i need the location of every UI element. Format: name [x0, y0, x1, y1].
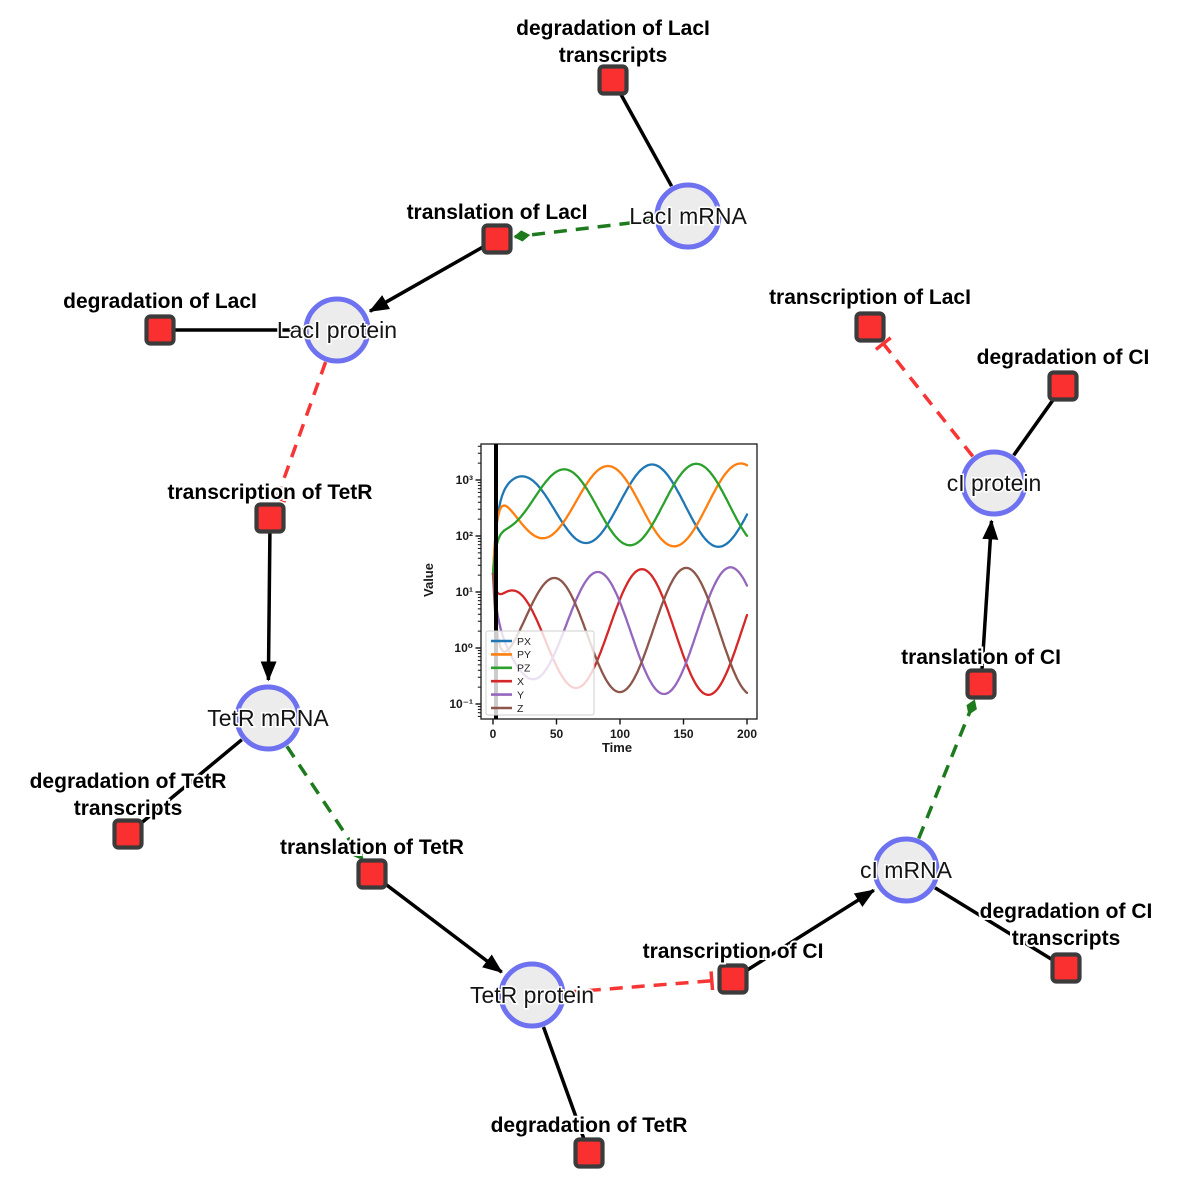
legend-label-PZ: PZ	[517, 663, 531, 675]
edge-modifier-tetr-mrna-to-translation-of-tetr	[285, 745, 364, 861]
reaction-node-translation-of-tetr[interactable]	[356, 858, 388, 890]
legend-label-PX: PX	[517, 636, 531, 648]
reaction-node-degradation-of-ci-transcripts[interactable]	[1050, 952, 1082, 984]
species-node-ci-mrna[interactable]	[872, 836, 940, 904]
reaction-node-degradation-of-ci[interactable]	[1047, 370, 1079, 402]
reaction-node-transcription-of-laci[interactable]	[854, 311, 886, 343]
chart-spines	[480, 443, 758, 720]
nodes-layer: degradation of LacI transcripts translatio…	[28, 15, 1154, 1169]
edge-production-translation-of-laci-to-laci-protein	[368, 244, 485, 313]
edge-production-translation-of-ci-to-ci-protein	[980, 519, 999, 670]
degradation-of-laci-transcripts-label: transcripts	[559, 44, 668, 67]
degradation-of-tetr-transcripts-label: degradation of TetR	[30, 770, 227, 793]
y-tick-label: 10⁰	[454, 641, 473, 655]
species-node-laci-protein[interactable]	[303, 296, 371, 364]
x-tick-label: 200	[737, 727, 757, 741]
degradation-of-laci-transcripts-label: degradation of LacI	[516, 17, 710, 40]
x-tick-label: 100	[610, 727, 630, 741]
degradation-of-tetr-label: degradation of TetR	[491, 1114, 688, 1137]
laci-protein-label: LacI protein	[277, 317, 397, 343]
series-X-line	[491, 568, 749, 696]
translation-of-laci-label: translation of LacI	[407, 201, 588, 224]
legend-label-PY: PY	[517, 649, 531, 661]
reaction-node-degradation-of-tetr[interactable]	[573, 1137, 605, 1169]
edge-consumption-ci-mrna-to-degradation-of-ci-transcripts	[934, 886, 1055, 962]
degradation-of-ci-transcripts-label: transcripts	[1012, 927, 1121, 950]
reaction-node-degradation-of-tetr-transcripts[interactable]	[112, 818, 144, 850]
edge-modifier-laci-mrna-to-translation-of-laci	[513, 218, 655, 242]
legend-box	[485, 630, 595, 716]
x-tick-label: 50	[550, 727, 564, 741]
transcription-of-ci-label: transcription of CI	[643, 940, 824, 963]
species-node-tetr-protein[interactable]	[498, 961, 566, 1029]
edge-inhibition-tetr-protein-to-transcription-of-ci	[565, 971, 715, 995]
legend-label-Z: Z	[517, 703, 524, 715]
translation-of-ci-label: translation of CI	[901, 646, 1061, 669]
y-tick-label: 10¹	[456, 585, 473, 599]
reaction-node-degradation-of-laci-transcripts[interactable]	[597, 64, 629, 96]
edge-consumption-laci-mrna-to-degradation-of-laci-transcripts	[618, 92, 674, 188]
species-node-laci-mrna[interactable]	[654, 182, 722, 250]
translation-of-tetr-label: translation of TetR	[280, 836, 464, 859]
species-node-tetr-mrna[interactable]	[234, 684, 302, 752]
reaction-node-translation-of-laci[interactable]	[481, 223, 513, 255]
y-tick-label: 10⁻¹	[449, 697, 473, 711]
species-node-ci-protein[interactable]	[960, 449, 1028, 517]
y-tick-label: 10²	[456, 529, 473, 543]
degradation-of-laci-label: degradation of LacI	[63, 290, 257, 313]
ci-protein-label: cI protein	[947, 470, 1042, 496]
transcription-of-laci-label: transcription of LacI	[769, 286, 971, 309]
laci-mrna-label: LacI mRNA	[629, 203, 747, 229]
edge-inhibition-laci-protein-to-transcription-of-tetr	[267, 361, 328, 503]
edge-consumption-tetr-protein-to-degradation-of-tetr	[541, 1026, 586, 1140]
reaction-node-transcription-of-ci[interactable]	[717, 963, 749, 995]
edge-production-translation-of-tetr-to-tetr-protein	[382, 881, 503, 974]
edge-modifier-ci-mrna-to-translation-of-ci	[917, 699, 977, 840]
x-tick-label: 150	[673, 727, 693, 741]
edges-layer	[138, 92, 1056, 1140]
transcription-of-tetr-label: transcription of TetR	[168, 481, 373, 504]
edge-production-transcription-of-tetr-to-tetr-mrna	[260, 532, 277, 682]
degradation-of-ci-transcripts-label: degradation of CI	[980, 900, 1153, 923]
series-PZ-line	[491, 462, 749, 576]
degradation-of-ci-label: degradation of CI	[977, 346, 1150, 369]
degradation-of-tetr-transcripts-label: transcripts	[74, 797, 183, 820]
series-Z-line	[491, 566, 749, 695]
y-tick-label: 10³	[456, 473, 473, 487]
ci-mrna-label: cI mRNA	[860, 857, 953, 883]
edge-inhibition-ci-protein-to-transcription-of-laci	[874, 336, 975, 458]
reaction-node-transcription-of-tetr[interactable]	[254, 502, 286, 534]
y-axis-label: Value	[421, 563, 436, 597]
tetr-mrna-label: TetR mRNA	[207, 705, 329, 731]
legend-label-X: X	[517, 676, 524, 688]
x-tick-label: 0	[490, 727, 497, 741]
series-PX-line	[491, 463, 749, 576]
reaction-node-degradation-of-laci[interactable]	[144, 314, 176, 346]
edge-consumption-tetr-mrna-to-degradation-of-tetr-transcripts	[138, 738, 243, 826]
reaction-node-translation-of-ci[interactable]	[965, 668, 997, 700]
series-PY-line	[491, 462, 749, 576]
edge-production-transcription-of-ci-to-ci-mrna	[744, 888, 875, 973]
tetr-protein-label: TetR protein	[470, 982, 594, 1008]
edge-consumption-ci-protein-to-degradation-of-ci	[1012, 397, 1056, 457]
legend-label-Y: Y	[517, 689, 524, 701]
x-axis-label: Time	[602, 740, 632, 755]
